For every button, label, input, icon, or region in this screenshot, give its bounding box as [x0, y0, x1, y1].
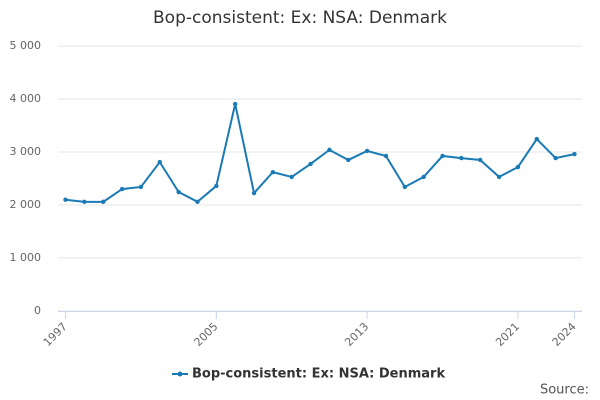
point: [383, 153, 389, 159]
point: [478, 157, 483, 163]
x-tick-label: 1997: [41, 320, 70, 349]
y-tick-label: 3 000: [10, 145, 42, 158]
point: [289, 174, 294, 180]
y-tick-label: 0: [34, 304, 41, 317]
point: [515, 164, 521, 170]
point: [63, 197, 68, 202]
y-tick-label: 2 000: [10, 198, 42, 211]
x-tick-label: 2021: [493, 320, 522, 349]
point: [459, 155, 464, 161]
point: [270, 169, 276, 175]
source: Source:: [540, 383, 589, 398]
point: [119, 186, 125, 192]
point: [327, 147, 332, 153]
point: [440, 153, 445, 159]
x-tick-label: 2013: [342, 320, 371, 349]
y-tick-label: 5 000: [10, 39, 42, 52]
point: [195, 199, 200, 205]
legend-marker: [177, 371, 183, 377]
point: [402, 184, 408, 190]
point: [572, 151, 577, 157]
x-tick-label: 2024: [550, 320, 579, 349]
chart-title: Bop-consistent: Ex: NSA: Denmark: [153, 8, 447, 28]
x-tick-label: 2005: [192, 320, 221, 349]
point: [101, 199, 106, 205]
point: [308, 161, 313, 167]
point: [346, 157, 351, 163]
point: [553, 155, 558, 161]
point: [157, 159, 162, 165]
y-tick-label: 1 000: [10, 251, 42, 264]
point: [176, 189, 181, 195]
legend-label: Bop-consistent: Ex: NSA: Denmark: [192, 367, 445, 382]
point: [251, 190, 257, 196]
point: [534, 136, 539, 142]
point: [232, 101, 238, 107]
point: [138, 184, 144, 190]
point: [82, 199, 87, 205]
line: [65, 103, 575, 204]
y-tick-label: 4 000: [10, 92, 42, 105]
point: [214, 183, 219, 189]
point: [364, 148, 370, 154]
point: [496, 174, 502, 180]
point: [421, 174, 426, 180]
